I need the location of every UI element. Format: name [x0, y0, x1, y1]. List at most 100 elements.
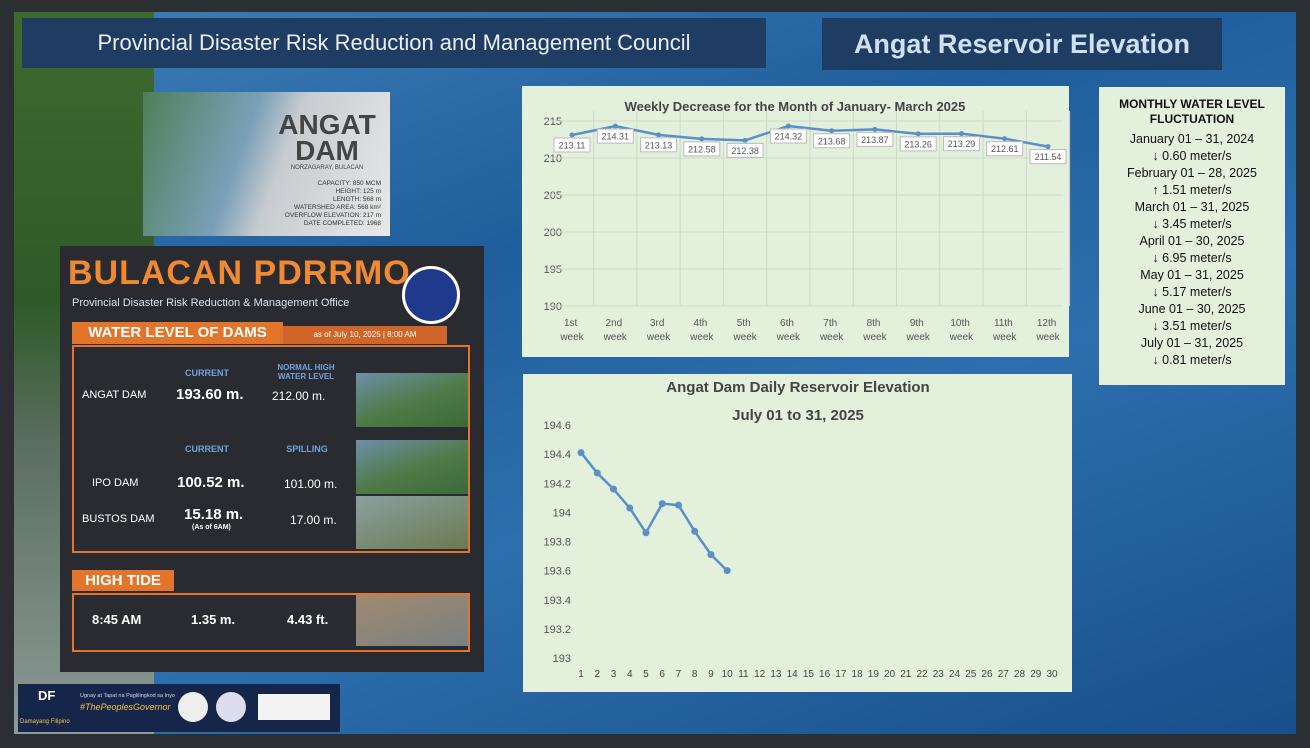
data-label: 212.58 [688, 144, 716, 154]
point [723, 567, 731, 575]
dam-spec: HEIGHT: 125 m [335, 188, 381, 195]
dam-name: DAM [295, 135, 359, 166]
dam-table [72, 345, 470, 553]
x-tick-label: 21 [900, 669, 912, 680]
chart-panel [523, 374, 1072, 692]
period: April 01 – 30, 2025 [1139, 234, 1245, 248]
dam-specs: CAPACITY: 850 MCM HEIGHT: 125 m LENGTH: 56… [263, 180, 381, 228]
dam-name: ANGAT [278, 109, 376, 140]
footer-tag: #ThePeoplesGovernor [80, 702, 171, 712]
tide-photo [356, 595, 468, 646]
point [1045, 144, 1051, 150]
x-tick-label: 11th week [992, 318, 1017, 343]
line [571, 124, 1049, 148]
data-label: 213.26 [904, 139, 932, 149]
period: January 01 – 31, 2024 [1129, 132, 1255, 146]
x-tick-label: 10 [722, 669, 734, 680]
seal [402, 266, 460, 324]
point [674, 501, 682, 509]
point [656, 132, 662, 138]
change: ↓ 0.81 meter/s [1152, 353, 1232, 367]
change: ↓ 3.45 meter/s [1152, 217, 1232, 231]
label-box [813, 133, 851, 149]
current-level: 193.60 m. [176, 386, 244, 403]
dam-name: ANGAT DAM [82, 389, 147, 401]
x-tick-label: 3 [611, 669, 617, 680]
dam-location: NORZAGARAY, BULACAN [290, 165, 364, 171]
x-tick-label: 18 [852, 669, 864, 680]
x-tick-label: 20 [884, 669, 896, 680]
data-label: 213.87 [861, 135, 889, 145]
x-tick-label: 27 [998, 669, 1010, 680]
dam-card: ANGAT DAM NORZAGARAY, BULACAN CAPACITY: … [143, 92, 390, 236]
dam-photo [356, 496, 468, 549]
y-tick-label: 193.8 [543, 537, 571, 549]
tide-title: HIGH TIDE [72, 570, 174, 591]
x-tick-label: 7th week [819, 318, 844, 343]
data-label: 211.54 [1035, 152, 1062, 162]
point [872, 126, 878, 132]
x-tick-label: 1 [578, 669, 584, 680]
x-tick-label: 11 [738, 669, 749, 680]
point [642, 529, 650, 537]
label-box [683, 141, 721, 157]
label-box [856, 131, 894, 147]
y-tick-label: 193.6 [543, 566, 571, 578]
spilling-level: 17.00 m. [290, 513, 337, 527]
y-tick-label: 200 [544, 227, 562, 239]
point [626, 504, 634, 512]
period: May 01 – 31, 2025 [1140, 268, 1244, 282]
x-tick-label: 12th week [1035, 318, 1060, 343]
x-tick-label: 12 [754, 669, 766, 680]
x-tick-label: 2 [594, 669, 600, 680]
data-label: 212.61 [991, 144, 1019, 154]
council-title: Provincial Disaster Risk Reduction and M… [22, 18, 766, 68]
note: (As of 6AM) [192, 524, 231, 531]
column-header: NORMAL HIGH WATER LEVEL [277, 363, 335, 381]
point [612, 123, 618, 129]
y-tick-label: 190 [544, 301, 562, 313]
point [707, 551, 715, 559]
point [699, 136, 705, 142]
y-tick-label: 194 [553, 507, 571, 519]
x-tick-label: 8 [692, 669, 698, 680]
data-label: 214.31 [602, 132, 630, 142]
x-tick-label: 25 [965, 669, 977, 680]
point [577, 449, 585, 457]
period: February 01 – 28, 2025 [1127, 166, 1257, 180]
x-tick-label: 5th week [732, 318, 757, 343]
x-tick-label: 1st week [559, 318, 584, 343]
x-tick-label: 19 [868, 669, 880, 680]
y-tick-label: 193.4 [543, 595, 571, 607]
fluctuation-list: January 01 – 31, 2024 ↓ 0.60 meter/s Febru… [1099, 131, 1285, 369]
label-box [640, 137, 678, 153]
x-tick-label: 6th week [776, 318, 801, 343]
y-tick-label: 194.2 [543, 478, 571, 490]
data-label: 214.32 [775, 132, 803, 142]
x-tick-label: 10th week [949, 318, 974, 343]
point [1002, 136, 1008, 142]
footer-logo: DF [38, 688, 56, 703]
x-tick-label: 9th week [906, 318, 931, 343]
brand: BULACAN PDRRMO [68, 254, 411, 293]
x-tick-label: 9 [708, 669, 714, 680]
data-label: 213.11 [559, 140, 586, 150]
x-tick-label: 13 [770, 669, 782, 680]
x-tick-label: 24 [949, 669, 961, 680]
line [580, 451, 729, 572]
data-label: 212.38 [731, 146, 759, 156]
data-label: 213.13 [645, 140, 673, 150]
x-tick-label: 4 [627, 669, 633, 680]
page-title: Angat Reservoir Elevation [822, 18, 1222, 70]
point [658, 500, 666, 508]
footer-motto: Ugnay at Tapat na Paglilingkod sa Inyo [80, 693, 175, 699]
chart-title: Angat Dam Daily Reservoir Elevation [666, 379, 929, 396]
x-tick-label: 2nd week [603, 318, 628, 343]
x-tick-label: 8th week [862, 318, 887, 343]
section-title: WATER LEVEL OF DAMS [72, 322, 283, 344]
dam-spec: LENGTH: 568 m [332, 196, 381, 203]
dam-spec: CAPACITY: 850 MCM [317, 180, 381, 187]
dam-photo [356, 373, 468, 427]
period: July 01 – 31, 2025 [1140, 336, 1244, 350]
